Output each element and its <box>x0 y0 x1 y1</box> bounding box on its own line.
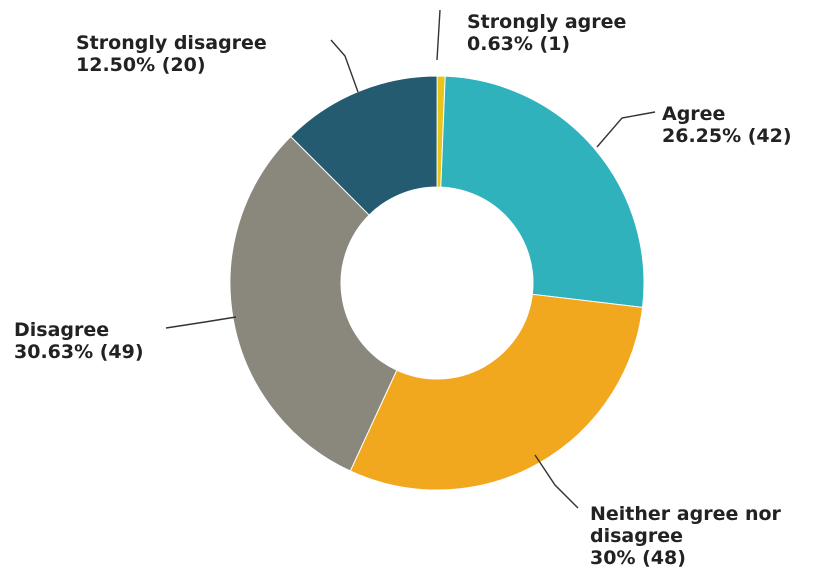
data-label-name-neither-agree-nor-disagree-0: Neither agree nor <box>590 503 782 525</box>
data-label-name-strongly-disagree: Strongly disagree <box>76 32 267 54</box>
data-label-value-disagree: 30.63% (49) <box>14 341 144 363</box>
data-label-value-strongly-disagree: 12.50% (20) <box>76 54 206 76</box>
leader-line-3 <box>165 316 237 329</box>
slice-agree <box>440 75 645 308</box>
data-label-name-agree: Agree <box>662 103 725 125</box>
slice-disagree <box>229 135 398 472</box>
data-label-value-neither-agree-nor-disagree: 30% (48) <box>590 547 686 569</box>
leader-line-1 <box>596 111 656 148</box>
leader-line-4 <box>330 39 359 93</box>
data-label-name-neither-agree-nor-disagree-1: disagree <box>590 525 683 547</box>
data-label-value-strongly-agree: 0.63% (1) <box>467 33 570 55</box>
slice-strongly-disagree <box>290 75 438 216</box>
leader-line-0 <box>436 9 441 61</box>
data-label-value-agree: 26.25% (42) <box>662 125 792 147</box>
leader-line-2 <box>534 454 579 509</box>
data-label-name-disagree: Disagree <box>14 319 109 341</box>
slice-neither-agree-nor-disagree <box>349 293 644 491</box>
data-label-name-strongly-agree: Strongly agree <box>467 11 626 33</box>
